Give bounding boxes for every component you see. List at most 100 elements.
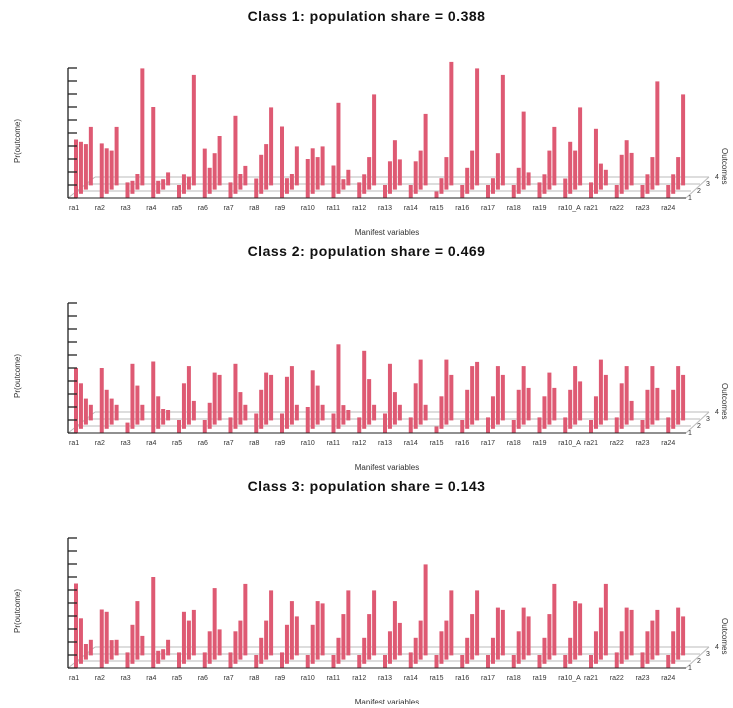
x-tick-label: ra12 bbox=[352, 205, 366, 212]
bar bbox=[460, 420, 465, 433]
bar bbox=[151, 107, 156, 198]
bar bbox=[264, 372, 269, 425]
bar bbox=[362, 350, 367, 429]
bar bbox=[135, 601, 140, 660]
x-tick-label: ra22 bbox=[610, 675, 624, 682]
bar bbox=[78, 383, 83, 429]
bar bbox=[367, 614, 372, 660]
bar bbox=[83, 644, 88, 660]
bar bbox=[387, 363, 392, 429]
bar bbox=[212, 372, 217, 425]
x-tick-label: ra18 bbox=[507, 440, 521, 447]
bar bbox=[629, 152, 634, 186]
bar bbox=[212, 153, 217, 190]
bar bbox=[74, 368, 78, 433]
bar bbox=[598, 359, 603, 425]
x-tick-label: ra4 bbox=[146, 440, 156, 447]
outcome-tick-label: 1 bbox=[688, 665, 692, 672]
bar bbox=[619, 154, 624, 194]
bar bbox=[486, 655, 490, 668]
bar bbox=[109, 150, 114, 190]
bar bbox=[259, 154, 264, 194]
x-tick-label: ra23 bbox=[636, 440, 650, 447]
x-tick-label: ra1 bbox=[69, 205, 79, 212]
bar bbox=[511, 655, 516, 668]
bar bbox=[397, 159, 402, 186]
bar bbox=[109, 640, 114, 660]
y-axis-label: Pr(outcome) bbox=[13, 354, 22, 398]
chart-title: Class 1: population share = 0.388 bbox=[247, 8, 486, 24]
bar bbox=[207, 167, 212, 194]
class-2-panel: Class 2: population share = 0.469 ra1 ra2… bbox=[0, 243, 733, 473]
chart-title: Class 3: population share = 0.143 bbox=[247, 478, 486, 494]
x-tick-label: ra5 bbox=[172, 205, 182, 212]
bar bbox=[294, 616, 299, 656]
bar bbox=[202, 148, 207, 198]
bar bbox=[346, 169, 351, 186]
bar bbox=[650, 157, 655, 190]
bar bbox=[521, 366, 526, 425]
bar bbox=[593, 128, 598, 194]
bar bbox=[156, 650, 161, 664]
bar bbox=[78, 618, 83, 664]
bar bbox=[99, 609, 104, 668]
bar bbox=[202, 420, 207, 433]
bar bbox=[444, 620, 449, 660]
x-tick-label: ra7 bbox=[224, 205, 234, 212]
outcome-tick-label: 3 bbox=[706, 651, 710, 658]
x-tick-label: ra16 bbox=[455, 675, 469, 682]
bar bbox=[320, 404, 325, 421]
bar bbox=[280, 126, 284, 198]
bar bbox=[114, 126, 119, 186]
bar bbox=[470, 366, 475, 425]
bar bbox=[114, 404, 119, 421]
outcome-tick-label: 1 bbox=[688, 195, 692, 202]
bar bbox=[207, 402, 212, 429]
bar bbox=[135, 385, 140, 425]
bar bbox=[645, 631, 650, 664]
x-tick-label: ra13 bbox=[378, 440, 392, 447]
bar bbox=[238, 620, 243, 660]
bar bbox=[104, 389, 109, 429]
x-tick-label: ra14 bbox=[404, 675, 418, 682]
bar bbox=[254, 655, 259, 668]
bar bbox=[83, 398, 88, 425]
bar bbox=[408, 417, 413, 433]
x-tick-label: ra12 bbox=[352, 440, 366, 447]
bar bbox=[212, 588, 217, 660]
bar bbox=[418, 359, 423, 425]
bar bbox=[341, 405, 346, 425]
x-tick-label: ra12 bbox=[352, 675, 366, 682]
x-tick-label: ra21 bbox=[584, 440, 598, 447]
bar bbox=[166, 410, 171, 421]
bar bbox=[589, 655, 593, 668]
bar bbox=[310, 148, 315, 194]
bar bbox=[413, 161, 418, 194]
bar bbox=[603, 374, 608, 421]
bar bbox=[552, 387, 557, 421]
x-tick-label: ra6 bbox=[198, 440, 208, 447]
bar bbox=[537, 182, 542, 198]
outcome-tick-label: 4 bbox=[715, 644, 719, 651]
bar bbox=[490, 396, 495, 429]
bar bbox=[676, 366, 681, 425]
bar bbox=[681, 94, 686, 186]
outcome-tick-label: 2 bbox=[697, 658, 701, 665]
bar bbox=[191, 609, 196, 656]
bar bbox=[603, 169, 608, 186]
bar bbox=[655, 387, 660, 421]
x-tick-label: ra21 bbox=[584, 205, 598, 212]
bar bbox=[511, 420, 516, 433]
bar bbox=[552, 583, 557, 656]
bar bbox=[495, 366, 500, 425]
x-tick-label: ra3 bbox=[121, 440, 131, 447]
bar bbox=[563, 178, 568, 198]
bar bbox=[490, 178, 495, 194]
x-tick-label: ra7 bbox=[224, 440, 234, 447]
bar bbox=[578, 107, 583, 186]
bar bbox=[140, 635, 145, 656]
bar bbox=[135, 174, 140, 190]
x-tick-label: ra10_A bbox=[558, 675, 581, 682]
bar bbox=[537, 417, 542, 433]
x-tick-label: ra13 bbox=[378, 205, 392, 212]
